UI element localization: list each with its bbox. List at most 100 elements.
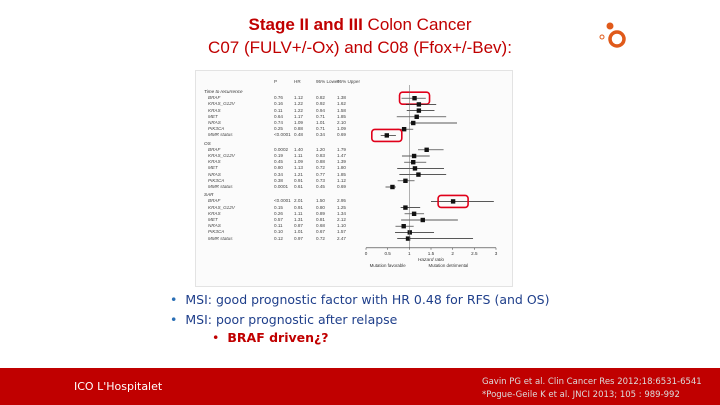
row-upper: 1.80 bbox=[337, 165, 346, 171]
row-p-value: 0.0001 bbox=[274, 184, 289, 189]
row-hr: 1.13 bbox=[294, 165, 303, 171]
x-axis-label: Hazard ratio bbox=[418, 257, 444, 263]
reference-2: *Pogue-Geile K et al. JNCI 2013; 105 : 9… bbox=[482, 390, 680, 400]
row-gene: MET bbox=[208, 113, 218, 119]
bullet-item-msi-good: • MSI: good prognostic factor with HR 0.4… bbox=[170, 292, 550, 307]
row-hr: 1.12 bbox=[294, 95, 303, 101]
row-lower: 0.81 bbox=[316, 217, 325, 222]
institution-label: ICO L'Hospitalet bbox=[74, 380, 163, 393]
row-upper: 2.95 bbox=[337, 198, 346, 204]
row-upper: 1.62 bbox=[337, 101, 346, 107]
hr-point bbox=[384, 133, 389, 138]
hr-point bbox=[416, 172, 421, 177]
hr-point bbox=[416, 108, 422, 113]
hr-point bbox=[420, 217, 425, 223]
row-upper: 1.58 bbox=[337, 107, 346, 113]
row-lower: 0.88 bbox=[316, 159, 325, 165]
hr-point bbox=[416, 102, 422, 107]
hr-point bbox=[414, 114, 419, 119]
forest-plot-table: P HR 95% Lower 95% Upper Time to recurrence B… bbox=[204, 77, 360, 282]
row-hr: 1.17 bbox=[294, 113, 303, 119]
table-header-p: P bbox=[274, 79, 278, 84]
row-hr: 0.88 bbox=[294, 126, 303, 132]
row-hr: 0.48 bbox=[294, 132, 303, 138]
x-tick-label: 0.5 bbox=[384, 251, 391, 256]
hr-point bbox=[412, 166, 418, 171]
row-p-value: 0.76 bbox=[274, 95, 283, 101]
row-lower: 0.92 bbox=[316, 101, 325, 107]
hr-point bbox=[405, 236, 411, 241]
row-upper: 1.25 bbox=[337, 204, 346, 210]
section-label: SAR bbox=[204, 192, 214, 198]
row-lower: 0.67 bbox=[316, 229, 325, 235]
row-gene: PIK3CA bbox=[208, 229, 225, 235]
row-p-value: 0.0002 bbox=[274, 146, 289, 152]
row-lower: 1.50 bbox=[316, 198, 325, 204]
row-p-value: 0.19 bbox=[274, 153, 283, 158]
row-p-value: 0.34 bbox=[274, 171, 283, 177]
row-upper: 1.10 bbox=[337, 223, 346, 229]
row-gene: NRAS bbox=[208, 223, 221, 229]
row-lower: 0.82 bbox=[316, 95, 325, 101]
hr-point bbox=[411, 120, 416, 126]
row-hr: 0.97 bbox=[294, 235, 303, 241]
x-tick-label: 1.5 bbox=[428, 251, 435, 256]
row-p-value: 0.10 bbox=[274, 229, 283, 235]
row-gene: KRAS_G12V bbox=[208, 204, 235, 210]
row-p-value: 0.74 bbox=[274, 120, 283, 125]
hr-point bbox=[401, 224, 406, 229]
row-hr: 1.11 bbox=[294, 153, 303, 158]
bullet-dot-icon: • bbox=[170, 312, 178, 327]
hr-point bbox=[401, 127, 407, 132]
slide-title-line1: Stage II and III Colon Cancer bbox=[0, 14, 720, 36]
title-stage: Stage II and III bbox=[248, 15, 363, 34]
row-p-value: 0.11 bbox=[274, 223, 283, 229]
row-upper: 1.34 bbox=[337, 210, 346, 216]
row-p-value: 0.15 bbox=[274, 204, 283, 210]
hr-point bbox=[403, 178, 408, 183]
section-label: Time to recurrence bbox=[204, 89, 243, 94]
row-p-value: 0.57 bbox=[274, 217, 283, 222]
hr-point bbox=[411, 160, 416, 165]
row-gene: PIK3CA bbox=[208, 177, 225, 183]
row-lower: 1.20 bbox=[316, 146, 325, 152]
row-lower: 0.72 bbox=[316, 165, 325, 171]
row-gene: KRAS bbox=[208, 159, 221, 165]
row-lower: 0.83 bbox=[316, 153, 325, 158]
row-upper: 0.69 bbox=[337, 132, 346, 138]
row-gene: NRAS bbox=[208, 171, 221, 177]
favor-left-label: Mutation favorable bbox=[370, 263, 407, 268]
row-hr: 0.61 bbox=[294, 184, 303, 189]
favor-right-label: Mutation detrimental bbox=[428, 263, 468, 268]
row-p-value: 0.12 bbox=[274, 235, 283, 241]
table-header-lower: 95% Lower bbox=[316, 79, 339, 84]
row-gene: KRAS bbox=[208, 107, 221, 113]
row-gene: BRAF bbox=[208, 146, 221, 152]
table-header-hr: HR bbox=[294, 79, 301, 84]
row-hr: 1.22 bbox=[294, 107, 303, 113]
row-upper: 1.47 bbox=[337, 153, 346, 158]
row-p-value: 0.45 bbox=[274, 159, 283, 165]
row-p-value: 0.26 bbox=[274, 210, 283, 216]
row-hr: 1.21 bbox=[294, 171, 303, 177]
row-gene: KRAS_G12V bbox=[208, 101, 235, 107]
row-lower: 0.73 bbox=[316, 177, 325, 183]
row-p-value: 0.38 bbox=[274, 177, 283, 183]
row-p-value: <0.0001 bbox=[274, 132, 291, 138]
row-upper: 2.12 bbox=[337, 217, 346, 222]
x-tick-label: 1 bbox=[408, 251, 411, 256]
row-gene: KRAS_G12V bbox=[208, 153, 235, 158]
table-header-upper: 95% Upper bbox=[337, 79, 360, 84]
row-gene: MET bbox=[208, 165, 218, 171]
row-hr: 0.91 bbox=[294, 204, 303, 210]
row-lower: 1.01 bbox=[316, 120, 325, 125]
row-hr: 1.11 bbox=[294, 210, 303, 216]
row-gene: BRAF bbox=[208, 198, 221, 204]
row-gene: MMR status bbox=[208, 184, 233, 189]
row-hr: 0.91 bbox=[294, 177, 303, 183]
row-hr: 1.01 bbox=[294, 229, 303, 235]
row-upper: 1.57 bbox=[337, 229, 346, 235]
row-p-value: <0.0001 bbox=[274, 198, 291, 204]
row-gene: MMR status bbox=[208, 235, 233, 241]
footer-bar: ICO L'Hospitalet Gavin PG et al. Clin Ca… bbox=[0, 368, 720, 405]
